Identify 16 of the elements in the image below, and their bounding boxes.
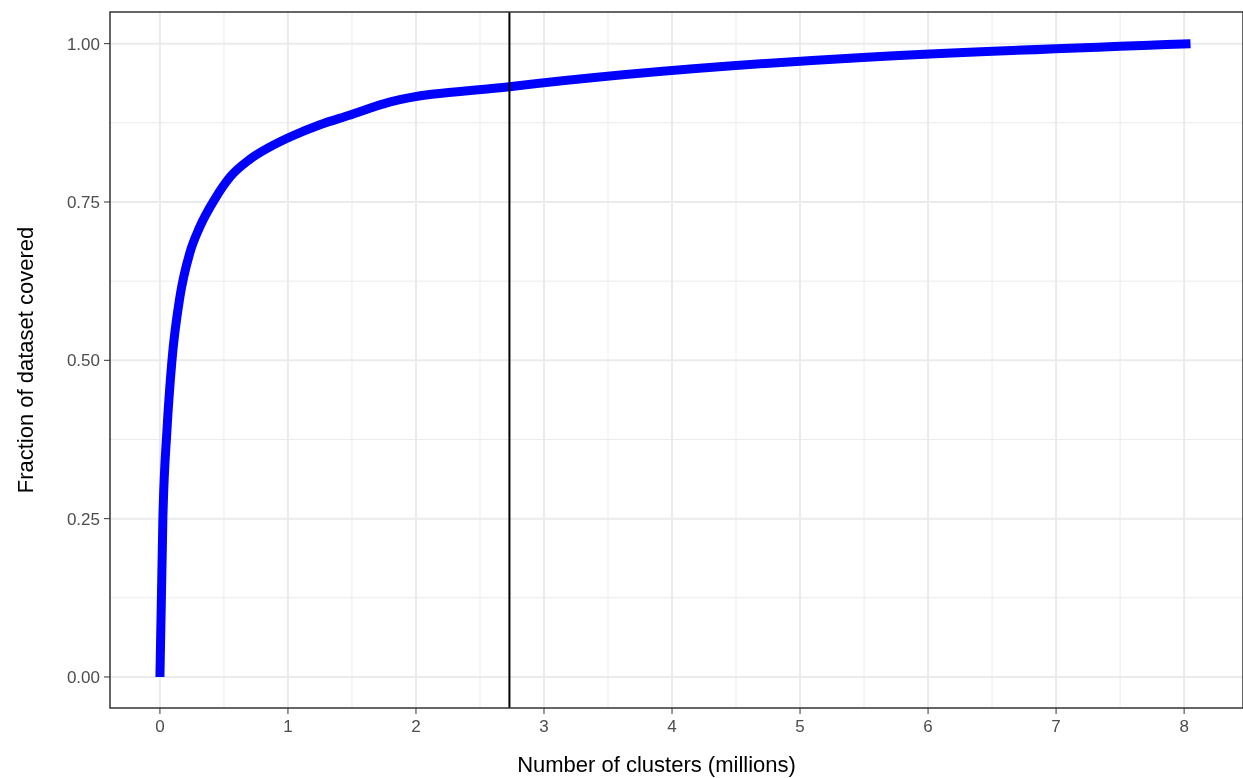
- x-tick-label: 2: [411, 717, 421, 736]
- x-tick-label: 8: [1179, 717, 1189, 736]
- x-axis-title: Number of clusters (millions): [517, 752, 796, 777]
- x-tick-label: 5: [795, 717, 805, 736]
- x-tick-label: 3: [539, 717, 549, 736]
- y-axis-title: Fraction of dataset covered: [13, 226, 38, 494]
- y-tick-label: 0.25: [66, 509, 100, 529]
- y-tick-label: 0.75: [66, 192, 100, 212]
- x-tick-label: 7: [1051, 717, 1061, 736]
- x-tick-label: 0: [155, 717, 165, 736]
- y-tick-label: 0.50: [66, 351, 100, 371]
- y-tick-label: 1.00: [66, 34, 100, 54]
- x-tick-label: 4: [667, 717, 677, 736]
- x-tick-label: 1: [283, 717, 293, 736]
- y-tick-label: 0.00: [66, 667, 100, 687]
- x-tick-label: 6: [923, 717, 933, 736]
